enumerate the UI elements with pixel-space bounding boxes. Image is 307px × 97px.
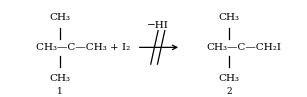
- Text: CH₃: CH₃: [219, 13, 240, 22]
- Text: 2: 2: [227, 87, 232, 96]
- Text: −HI: −HI: [147, 21, 169, 30]
- Text: CH₃: CH₃: [219, 74, 240, 83]
- Text: 1: 1: [57, 87, 63, 96]
- Text: CH₃—C—CH₃ + I₂: CH₃—C—CH₃ + I₂: [36, 43, 130, 52]
- Text: CH₃: CH₃: [50, 13, 71, 22]
- Text: CH₃: CH₃: [50, 74, 71, 83]
- Text: CH₃—C—CH₂I: CH₃—C—CH₂I: [206, 43, 281, 52]
